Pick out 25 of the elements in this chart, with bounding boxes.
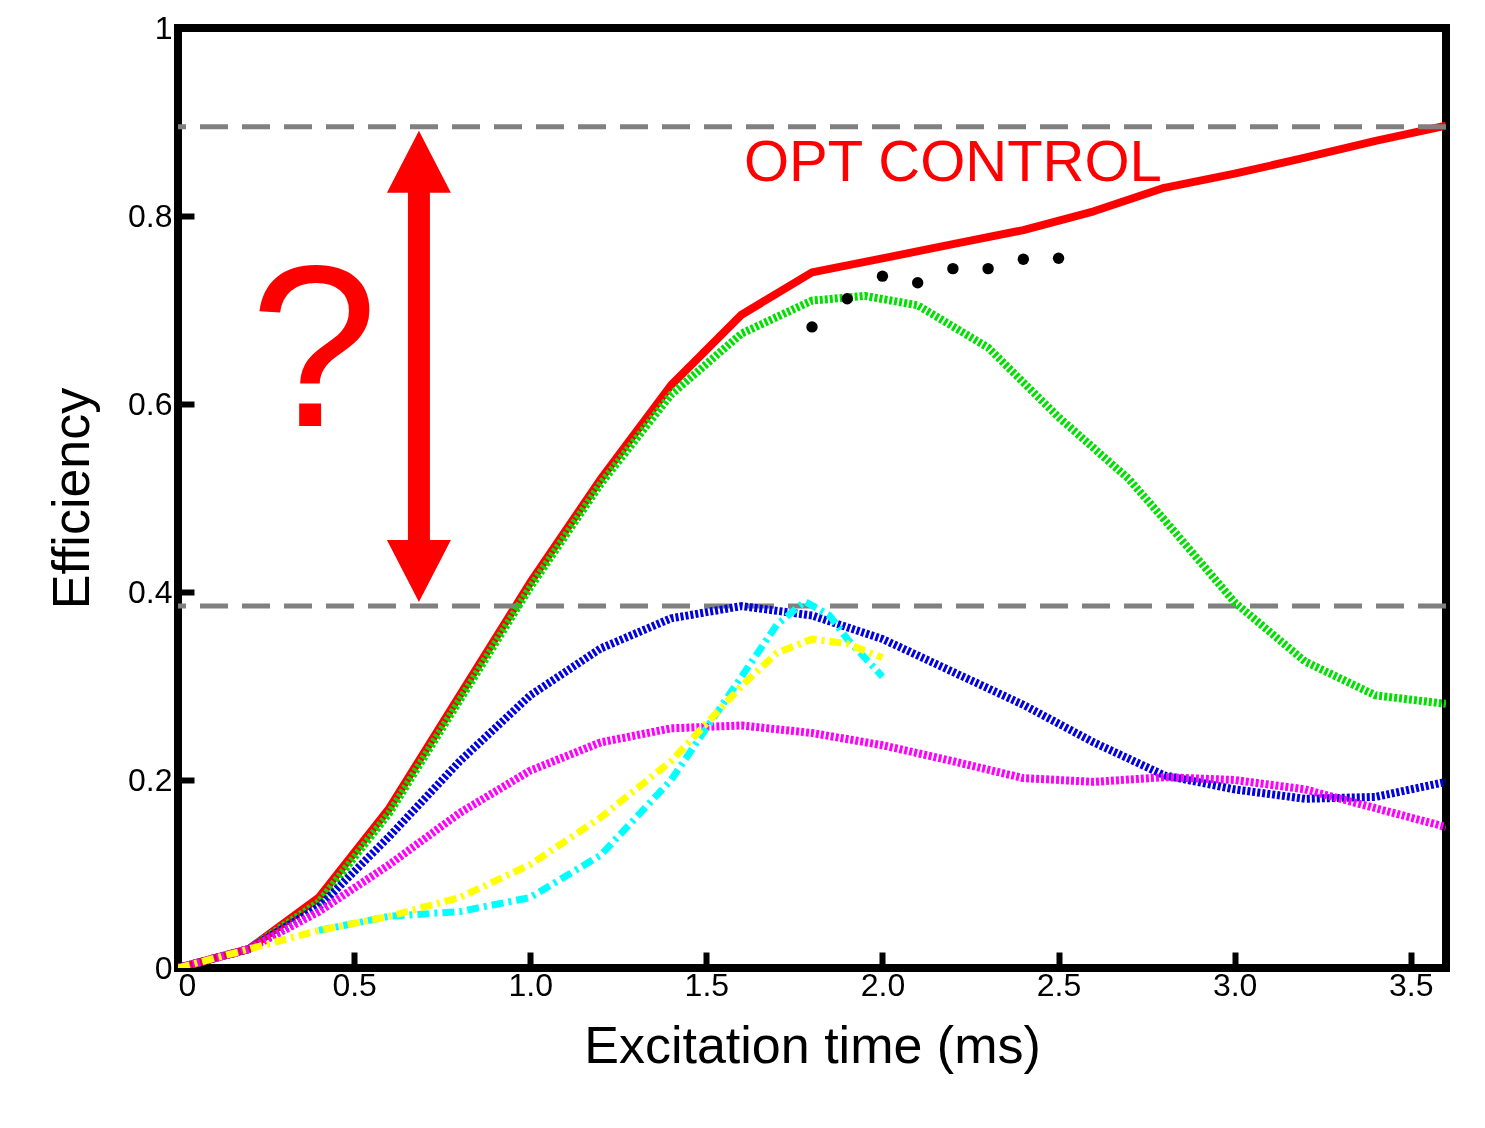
y-tick-label: 0.2 [128, 761, 173, 798]
x-tick-label: 0.5 [332, 966, 377, 1003]
point [947, 262, 959, 275]
y-axis-title: Efficiency [42, 387, 101, 610]
series-label: OPT CONTROL [743, 128, 1162, 194]
point [911, 277, 924, 289]
x-tick-label: 2.0 [860, 966, 906, 1003]
x-tick-label: 3.5 [1389, 966, 1434, 1003]
x-tick-label: 1.5 [684, 966, 730, 1003]
x-tick-label: 3.0 [1212, 966, 1258, 1003]
x-tick-label: 2.5 [1036, 966, 1082, 1003]
point [806, 321, 818, 333]
y-tick-label: 1 [154, 9, 173, 46]
point [876, 270, 889, 282]
point [1052, 252, 1065, 264]
y-tick-label: 0.6 [128, 385, 173, 422]
point [982, 262, 994, 275]
x-tick-label: 0 [178, 966, 197, 1003]
x-tick-label: 1.0 [508, 966, 553, 1003]
y-tick-label: 0.4 [128, 573, 173, 610]
x-axis-title: Excitation time (ms) [584, 1015, 1041, 1074]
y-tick-label: 0.8 [128, 197, 173, 234]
annotation: ? [249, 218, 378, 476]
point [841, 293, 853, 305]
point [1017, 253, 1030, 265]
